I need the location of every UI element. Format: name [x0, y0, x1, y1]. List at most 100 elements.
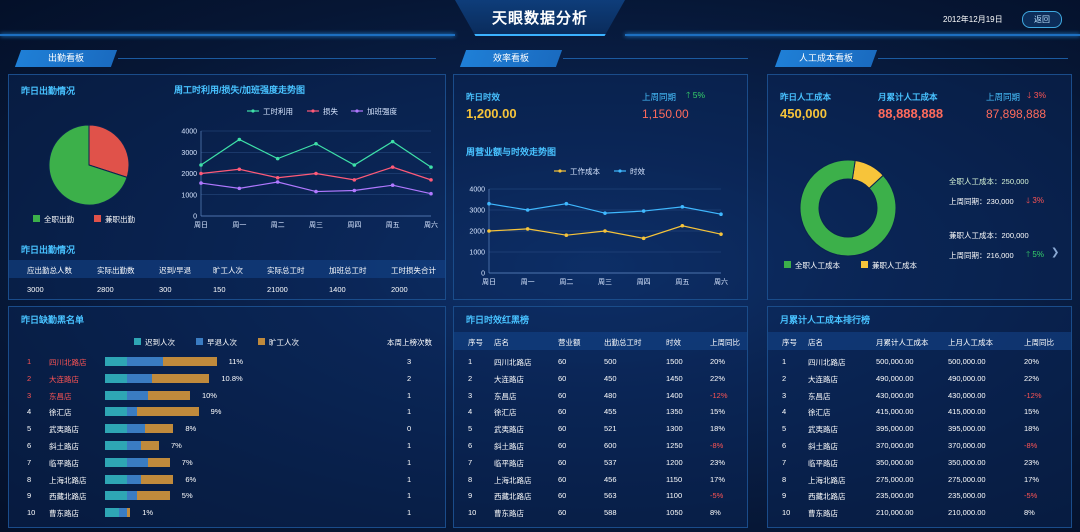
data-point — [719, 232, 723, 236]
table-cell: 60 — [558, 407, 567, 417]
table-cell: 395,000.00 — [876, 424, 914, 434]
legend-label: 旷工人次 — [269, 338, 299, 347]
legend-fulltime-swatch — [33, 215, 40, 222]
data-point — [352, 178, 357, 182]
table-cell: 斜土路店 — [808, 442, 838, 451]
table-cell: -12% — [710, 390, 728, 400]
summary-value-cell: 21000 — [267, 285, 288, 294]
section-tab-attendance[interactable]: 出勤看板 — [14, 50, 118, 67]
bar-segment — [126, 457, 149, 467]
blacklist-count: 1 — [407, 390, 412, 400]
data-point — [352, 188, 357, 193]
data-point — [429, 178, 433, 182]
blacklist-rank: 5 — [27, 424, 32, 434]
table-cell: 6 — [782, 441, 787, 450]
table-cell: 曹东路店 — [808, 509, 838, 519]
header: 天眼数据分析 2012年12月19日 返回 — [0, 0, 1080, 40]
blacklist-count: 1 — [407, 474, 412, 484]
labor-parttime-change: 🡑 5% — [1026, 249, 1044, 263]
bar-segment — [105, 474, 127, 484]
table-header-cell: 时效 — [666, 338, 681, 347]
table-cell: 20% — [710, 357, 726, 366]
summary-value-cell: 3000 — [27, 285, 44, 294]
table-cell: 5 — [782, 424, 787, 434]
section-tab-labor[interactable]: 人工成本看板 — [774, 50, 878, 67]
back-button[interactable]: 返回 — [1022, 11, 1062, 28]
bar-segment — [105, 424, 127, 434]
blacklist-count: 0 — [407, 424, 412, 434]
blacklist-store: 武夷路店 — [49, 425, 79, 435]
blacklist-rank: 4 — [27, 407, 32, 417]
redlist-header-row — [454, 332, 747, 350]
table-cell: 6 — [468, 441, 473, 450]
table-header-cell: 出勤总工时 — [604, 338, 642, 347]
table-cell: 斜土路店 — [494, 442, 524, 451]
bar-segment — [141, 474, 174, 484]
arrow-up-icon: 🡑 — [686, 90, 691, 100]
data-point — [314, 171, 318, 176]
table-cell: 4 — [468, 407, 473, 417]
legend-marker — [251, 109, 255, 113]
table-cell: -5% — [710, 491, 724, 501]
legend-marker — [558, 169, 562, 173]
bar-segment — [126, 407, 138, 417]
summary-header-cell: 应出勤总人数 — [27, 266, 72, 275]
blacklist-count: 1 — [407, 407, 412, 417]
summary-value-cell: 1400 — [329, 285, 346, 294]
chevron-right-icon[interactable]: ❯ — [1051, 247, 1060, 258]
data-point — [237, 137, 242, 142]
attendance-pie-chart — [48, 124, 130, 206]
legend-labor-fulltime-label: 全职人工成本 — [795, 261, 840, 270]
blacklist-rank: 10 — [27, 508, 36, 518]
table-cell: 7 — [782, 457, 787, 467]
table-cell: 60 — [558, 390, 567, 400]
bar-segment — [137, 491, 170, 501]
labor-parttime-label: 兼职人工成本：200,000 — [949, 231, 1029, 240]
data-point — [487, 201, 491, 206]
table-cell: 18% — [1024, 424, 1040, 434]
summary-header-cell: 实际出勤数 — [97, 266, 135, 275]
legend-label: 迟到人次 — [145, 338, 175, 347]
bar-data-label: 1% — [142, 508, 154, 518]
attendance-trend-chart: 工时利用 损失 加班强度 0 1000 2000 3000 4000 周日 周一 周二 周三 周四 周五 周… — [181, 106, 438, 229]
table-cell: 四川北路店 — [494, 358, 532, 367]
labor-yesterday-label: 昨日人工成本 — [780, 92, 832, 102]
x-tick-label: 周二 — [271, 221, 285, 229]
table-cell: 350,000.00 — [948, 457, 986, 467]
attendance-yesterday-title: 昨日出勤情况 — [21, 86, 76, 96]
table-cell: 4 — [782, 407, 787, 417]
labor-donut-chart — [799, 159, 897, 257]
table-cell: 275,000.00 — [876, 474, 914, 484]
section-tab-labor-label: 人工成本看板 — [798, 53, 853, 63]
blacklist-rank: 1 — [27, 357, 32, 366]
table-cell: 22% — [1024, 373, 1040, 383]
labor-month-label: 月累计人工成本 — [878, 92, 938, 102]
table-cell: 8 — [468, 474, 473, 484]
header-line-left — [0, 34, 455, 36]
section-line — [563, 58, 748, 59]
table-header-cell: 营业额 — [558, 338, 581, 347]
bar-segment — [151, 373, 210, 383]
table-cell: 徐汇店 — [808, 408, 831, 418]
bar-segment — [119, 508, 127, 518]
table-cell: 西藏北路店 — [808, 492, 846, 502]
data-point — [275, 175, 280, 180]
section-tab-efficiency[interactable]: 效率看板 — [459, 50, 563, 67]
table-cell: 60 — [558, 491, 567, 501]
data-point — [314, 189, 318, 194]
summary-value-cell: 300 — [159, 285, 172, 294]
table-cell: 1100 — [666, 491, 683, 501]
table-cell: 上海北路店 — [494, 475, 532, 485]
table-cell: 60 — [558, 441, 567, 450]
table-cell: -5% — [1024, 491, 1038, 501]
bar-segment — [126, 390, 149, 400]
table-cell: 1050 — [666, 508, 683, 518]
blacklist-rank: 8 — [27, 474, 32, 484]
table-cell: 456 — [604, 474, 617, 484]
table-cell: 10 — [468, 508, 477, 518]
table-header-cell: 序号 — [782, 338, 797, 347]
table-cell: 1150 — [666, 474, 683, 484]
header-line-right — [625, 34, 1080, 36]
bar-segment — [126, 357, 163, 366]
data-point — [525, 227, 530, 231]
